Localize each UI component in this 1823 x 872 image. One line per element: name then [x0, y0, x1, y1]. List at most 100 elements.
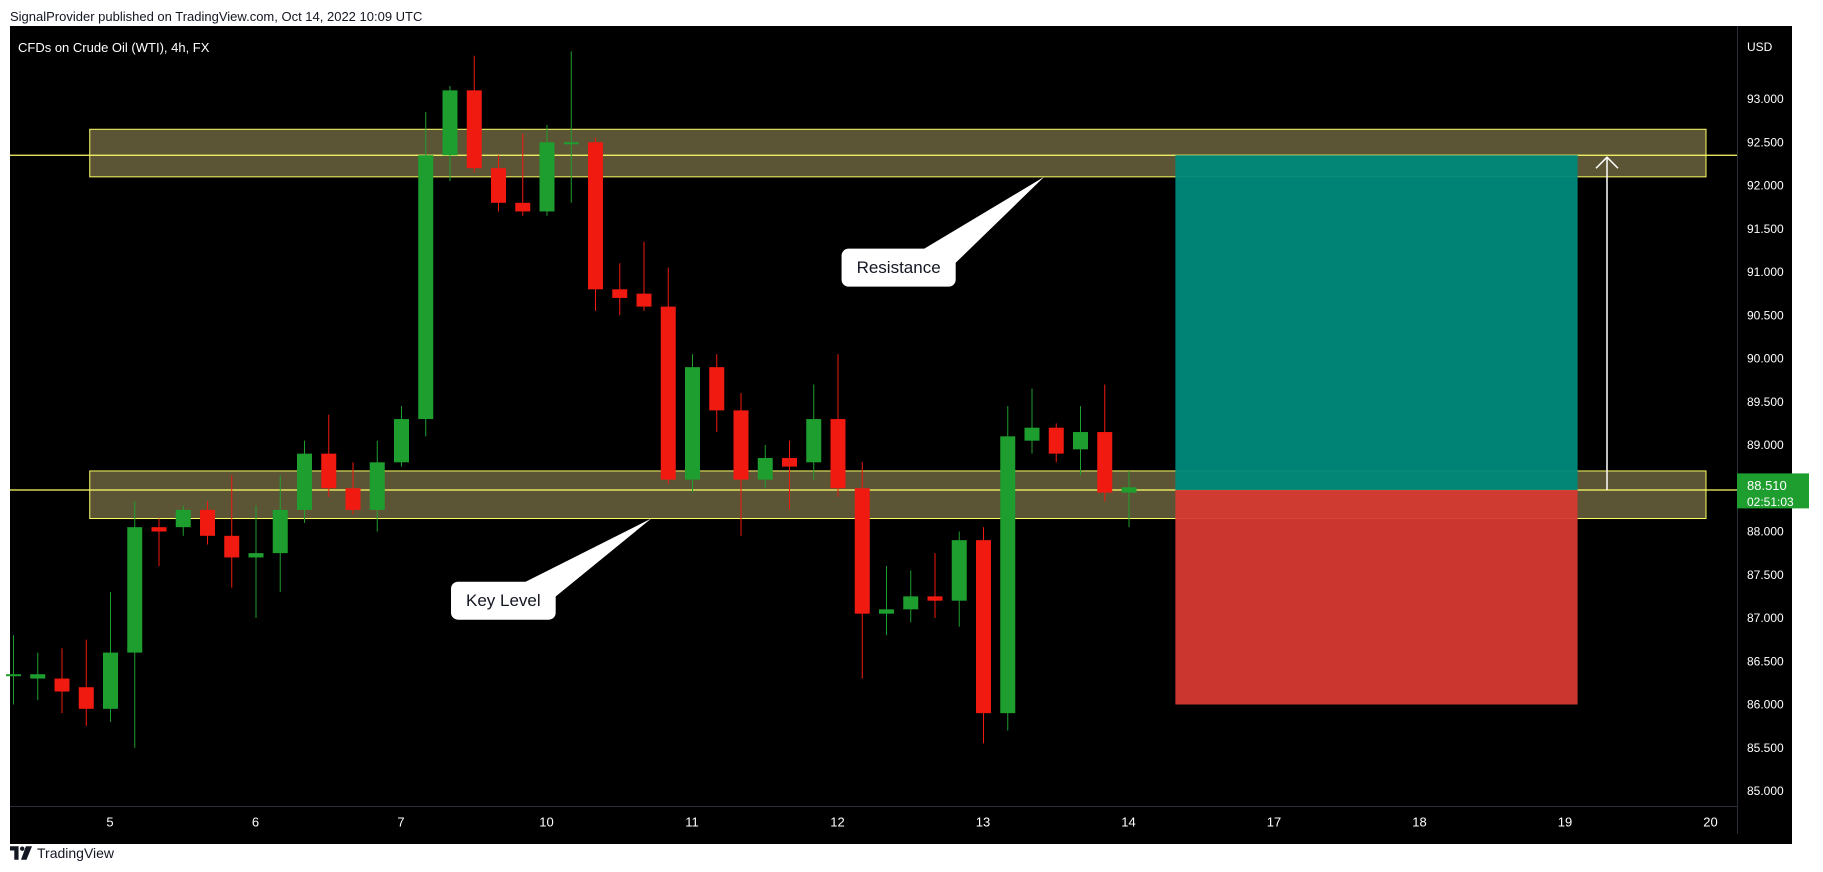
- candle: [127, 501, 143, 748]
- candle-body: [30, 674, 46, 679]
- candle-body: [927, 596, 943, 601]
- time-axis[interactable]: 5 6 7 10 11 12 13 14 17 18 19 20: [106, 815, 1717, 830]
- time-tick-label: 13: [976, 815, 990, 830]
- candle: [757, 445, 773, 489]
- candle-body: [54, 678, 70, 692]
- time-tick-label: 17: [1267, 815, 1281, 830]
- price-tick-label: 89.000: [1747, 438, 1784, 452]
- candle-body: [200, 509, 215, 536]
- callout-box: [841, 248, 956, 287]
- candle: [951, 531, 967, 627]
- candle-body: [175, 509, 191, 528]
- price-tick-label: 88.000: [1747, 525, 1784, 539]
- candle: [6, 635, 21, 705]
- candle: [78, 639, 94, 727]
- candle: [30, 652, 46, 701]
- candle: [563, 51, 579, 203]
- candle: [466, 55, 482, 173]
- candle-body: [515, 202, 531, 212]
- candle-body: [830, 419, 846, 489]
- candle: [248, 505, 264, 618]
- price-tick-label: 86.500: [1747, 654, 1784, 668]
- candle: [175, 505, 191, 536]
- candle-body: [757, 457, 773, 480]
- candle: [709, 354, 725, 433]
- candle-body: [879, 609, 894, 614]
- candle: [976, 527, 991, 744]
- price-tick-label: 86.000: [1747, 698, 1784, 712]
- candle: [200, 501, 215, 545]
- callout-resistance: Resistance: [841, 176, 1045, 287]
- price-tick-label: 89.500: [1747, 395, 1784, 409]
- candle: [879, 566, 894, 636]
- price-tick-label: 87.000: [1747, 611, 1784, 625]
- publish-info: SignalProvider published on TradingView.…: [10, 9, 423, 24]
- candle-body: [806, 419, 822, 463]
- candle-body: [297, 453, 312, 510]
- time-tick-label: 18: [1412, 815, 1426, 830]
- position-layer: [1175, 155, 1619, 705]
- candle-body: [563, 142, 579, 145]
- candle-body: [248, 553, 264, 558]
- candle-body: [1000, 436, 1016, 714]
- candle-body: [685, 367, 700, 480]
- time-tick-label: 19: [1558, 815, 1572, 830]
- candle: [442, 86, 458, 182]
- candle: [151, 518, 167, 567]
- candle: [224, 475, 240, 588]
- candle: [612, 263, 628, 316]
- candle-body: [1121, 487, 1137, 493]
- candle-body: [103, 652, 118, 709]
- candle: [806, 384, 822, 480]
- time-tick-label: 7: [397, 815, 404, 830]
- bar-countdown: 02:51:03: [1747, 495, 1794, 509]
- time-axis-border: [10, 806, 1737, 807]
- currency-label: USD: [1747, 40, 1773, 54]
- candle-body: [782, 457, 797, 467]
- callout-key-level: Key Level: [451, 518, 652, 620]
- candle: [418, 111, 434, 437]
- stop-zone: [1175, 489, 1578, 705]
- candle: [782, 440, 797, 510]
- candle: [903, 570, 919, 623]
- target-arrow-head: [1595, 156, 1619, 169]
- candle-body: [1048, 427, 1064, 454]
- last-price-badge-bg: [1737, 473, 1809, 509]
- candle: [1048, 423, 1064, 463]
- price-tick-label: 91.000: [1747, 265, 1784, 279]
- candle-body: [272, 509, 288, 554]
- candle: [1121, 470, 1137, 528]
- candle: [1000, 406, 1016, 731]
- candle: [515, 133, 531, 216]
- time-tick-label: 20: [1703, 815, 1717, 830]
- candle-body: [345, 488, 361, 510]
- candle-body: [442, 90, 458, 156]
- candle-body: [369, 462, 385, 510]
- candle: [1024, 388, 1040, 454]
- candle-body: [78, 687, 94, 709]
- candle-body: [854, 488, 870, 614]
- candle-body: [588, 142, 603, 290]
- callout-pointer: [517, 518, 652, 600]
- candle: [1073, 406, 1088, 476]
- candle: [660, 267, 676, 484]
- tradingview-logo-icon: [10, 846, 32, 860]
- candle-body: [394, 419, 409, 463]
- candle-body: [224, 535, 240, 558]
- candle-body: [709, 367, 725, 411]
- candle: [297, 440, 312, 523]
- candle-body: [6, 674, 21, 677]
- candle: [54, 648, 70, 714]
- candle-body: [660, 306, 676, 480]
- candle-body: [321, 453, 337, 489]
- price-tick-label: 85.000: [1747, 784, 1784, 798]
- candle-body: [1097, 432, 1113, 493]
- candles-layer: [6, 51, 1137, 748]
- candle: [345, 462, 361, 515]
- last-price-badge: 88.510 02:51:03: [1737, 473, 1809, 509]
- candle-body: [466, 90, 482, 169]
- time-tick-label: 5: [106, 815, 113, 830]
- annotations-layer: Resistance Key Level: [451, 176, 1045, 620]
- candle: [491, 155, 506, 212]
